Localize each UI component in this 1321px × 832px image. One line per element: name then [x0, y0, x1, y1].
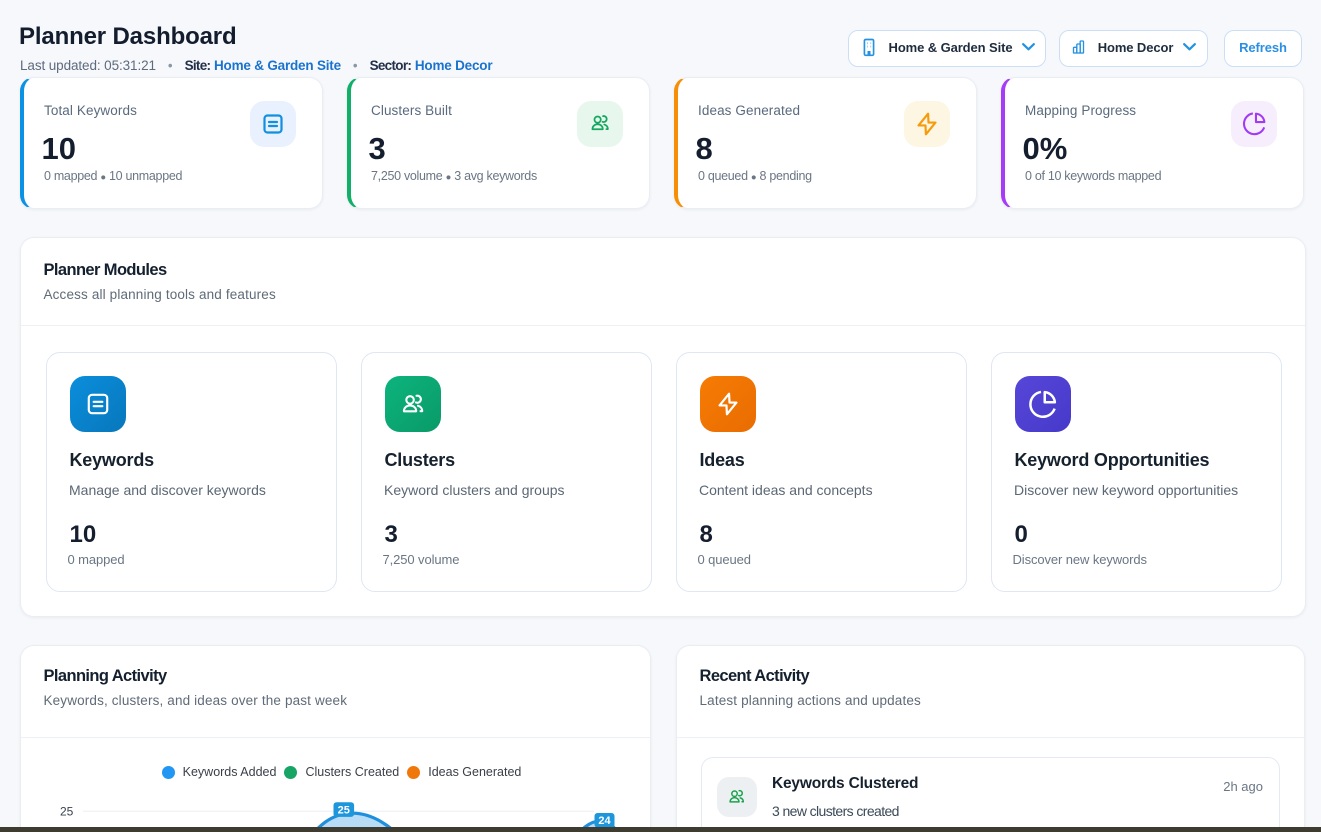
svg-text:24: 24: [598, 815, 611, 827]
svg-text:25: 25: [60, 804, 74, 818]
svg-text:25: 25: [338, 804, 350, 816]
